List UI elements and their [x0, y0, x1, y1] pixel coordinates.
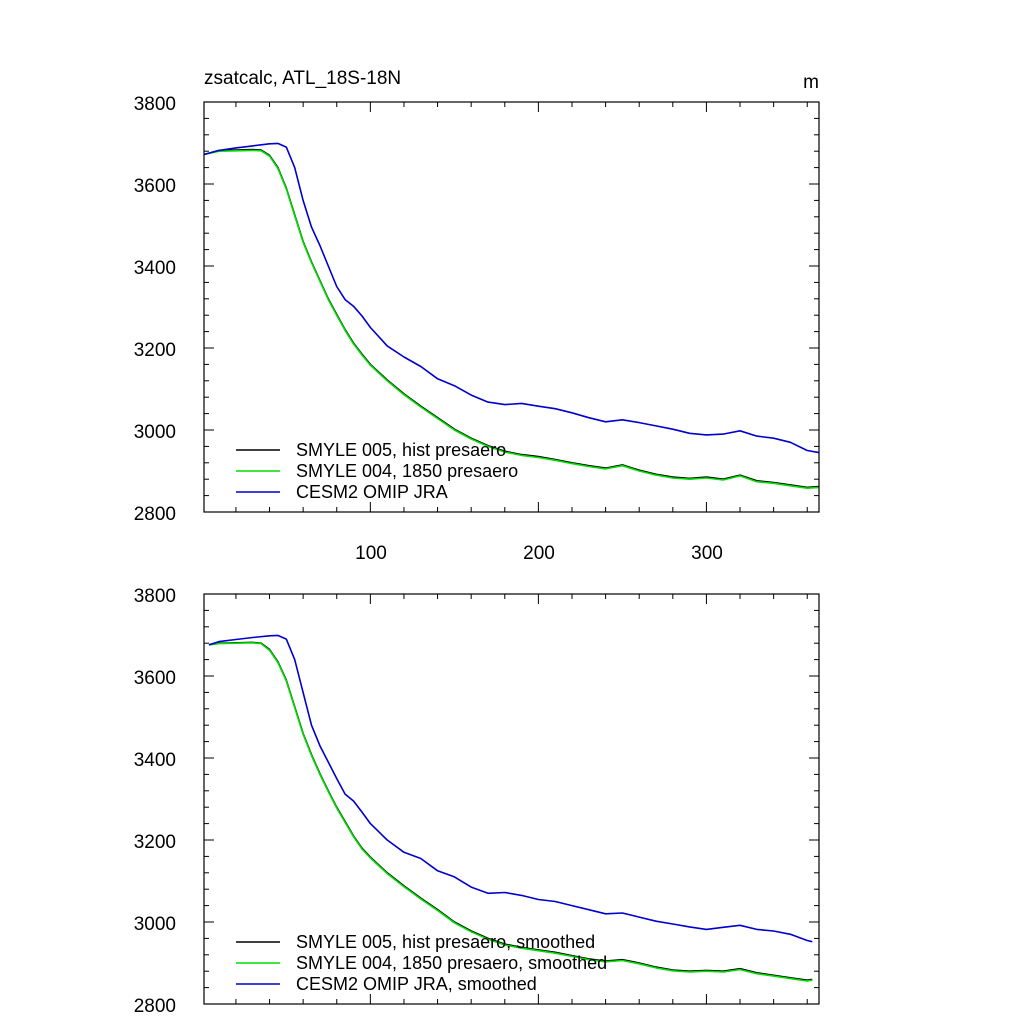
- x-tick-label: 300: [691, 543, 723, 564]
- x-tick-labels: 100 200 300: [355, 543, 723, 564]
- y-tick-label: 3800: [134, 94, 176, 115]
- legend: SMYLE 005, hist presaero, smoothed SMYLE…: [236, 932, 607, 994]
- y-tick-labels: 2800 3000 3200 3400 3600 3800: [134, 94, 176, 525]
- legend-label: SMYLE 004, 1850 presaero, smoothed: [296, 953, 607, 973]
- legend-label: SMYLE 005, hist presaero, smoothed: [296, 932, 595, 952]
- chart-panel-bottom: 2800 3000 3200 3400 3600 3800 SMYLE 005,…: [134, 586, 820, 1017]
- series-lines: [208, 634, 813, 982]
- y-tick-label: 3600: [134, 668, 176, 689]
- x-tick-label: 200: [523, 543, 555, 564]
- legend-item: SMYLE 005, hist presaero: [236, 440, 506, 460]
- y-tick-label: 3600: [134, 176, 176, 197]
- series-lines: [203, 142, 820, 490]
- legend-item: CESM2 OMIP JRA, smoothed: [236, 974, 537, 994]
- legend-item: SMYLE 004, 1850 presaero, smoothed: [236, 953, 607, 973]
- units-label: m: [803, 72, 819, 93]
- plot-frame: [203, 101, 820, 513]
- y-tick-label: 2800: [134, 504, 176, 525]
- legend-item: SMYLE 004, 1850 presaero: [236, 461, 518, 481]
- y-tick-labels: 2800 3000 3200 3400 3600 3800: [134, 586, 176, 1017]
- y-tick-label: 3200: [134, 340, 176, 361]
- legend-label: CESM2 OMIP JRA: [296, 482, 448, 502]
- y-tick-label: 3000: [134, 422, 176, 443]
- y-tick-label: 3200: [134, 832, 176, 853]
- y-tick-label: 3000: [134, 914, 176, 935]
- x-tick-label: 100: [355, 543, 387, 564]
- legend-label: SMYLE 004, 1850 presaero: [296, 461, 518, 481]
- y-tick-label: 2800: [134, 996, 176, 1017]
- plot-frame: [203, 593, 820, 1005]
- y-tick-label: 3400: [134, 750, 176, 771]
- legend-label: CESM2 OMIP JRA, smoothed: [296, 974, 537, 994]
- legend-item: CESM2 OMIP JRA: [236, 482, 448, 502]
- legend-item: SMYLE 005, hist presaero, smoothed: [236, 932, 595, 952]
- series-line-cesm2-omip-jra: [203, 142, 820, 454]
- series-line-smyle-004-1850-presaero-smoothed: [208, 641, 813, 982]
- y-tick-label: 3800: [134, 586, 176, 607]
- tick-marks: [204, 101, 819, 513]
- series-line-smyle-004-1850-presaero: [203, 149, 820, 490]
- series-line-cesm2-omip-jra-smoothed: [208, 634, 813, 943]
- chart-title: zsatcalc, ATL_18S-18N: [204, 68, 401, 89]
- legend: SMYLE 005, hist presaero SMYLE 004, 1850…: [236, 440, 518, 502]
- chart-panel-top: zsatcalc, ATL_18S-18N m 2800 3000 3200 3…: [134, 68, 820, 564]
- y-tick-label: 3400: [134, 258, 176, 279]
- legend-label: SMYLE 005, hist presaero: [296, 440, 506, 460]
